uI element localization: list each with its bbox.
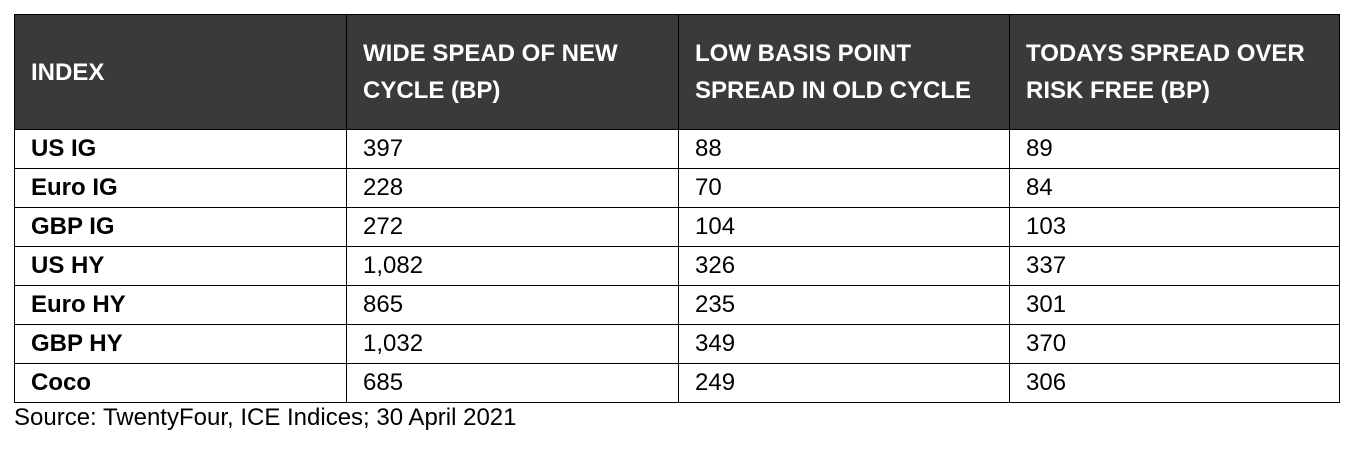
row-low-cell: 235 xyxy=(678,285,1010,325)
source-note: Source: TwentyFour, ICE Indices; 30 Apri… xyxy=(14,404,517,431)
row-low-cell: 249 xyxy=(678,363,1010,403)
table-row: Euro HY 865 235 301 xyxy=(14,285,1340,325)
row-low-cell: 88 xyxy=(678,129,1010,169)
row-wide-cell: 397 xyxy=(346,129,679,169)
row-today-cell: 103 xyxy=(1009,207,1340,247)
row-today-cell: 306 xyxy=(1009,363,1340,403)
row-wide-cell: 1,082 xyxy=(346,246,679,286)
row-low-cell: 104 xyxy=(678,207,1010,247)
row-today-cell: 84 xyxy=(1009,168,1340,208)
row-index-cell: Coco xyxy=(14,363,347,403)
row-index-cell: GBP HY xyxy=(14,324,347,364)
row-low-cell: 326 xyxy=(678,246,1010,286)
spread-table-container: INDEX WIDE SPEAD OF NEW CYCLE (BP) LOW B… xyxy=(14,14,1340,403)
row-index-cell: GBP IG xyxy=(14,207,347,247)
row-index-cell: Euro IG xyxy=(14,168,347,208)
row-low-cell: 70 xyxy=(678,168,1010,208)
row-today-cell: 337 xyxy=(1009,246,1340,286)
header-wide-spread: WIDE SPEAD OF NEW CYCLE (BP) xyxy=(346,14,679,130)
row-index-cell: Euro HY xyxy=(14,285,347,325)
row-low-cell: 349 xyxy=(678,324,1010,364)
table-row: US IG 397 88 89 xyxy=(14,129,1340,169)
row-wide-cell: 865 xyxy=(346,285,679,325)
header-todays-spread: TODAYS SPREAD OVER RISK FREE (BP) xyxy=(1009,14,1340,130)
header-row: INDEX WIDE SPEAD OF NEW CYCLE (BP) LOW B… xyxy=(14,14,1340,130)
header-index: INDEX xyxy=(14,14,347,130)
header-low-spread: LOW BASIS POINT SPREAD IN OLD CYCLE xyxy=(678,14,1010,130)
row-wide-cell: 272 xyxy=(346,207,679,247)
table-header: INDEX WIDE SPEAD OF NEW CYCLE (BP) LOW B… xyxy=(14,14,1340,130)
table-row: Euro IG 228 70 84 xyxy=(14,168,1340,208)
row-today-cell: 89 xyxy=(1009,129,1340,169)
table-body: US IG 397 88 89 Euro IG 228 70 84 GBP IG… xyxy=(14,129,1340,403)
row-today-cell: 301 xyxy=(1009,285,1340,325)
row-wide-cell: 228 xyxy=(346,168,679,208)
row-index-cell: US IG xyxy=(14,129,347,169)
row-index-cell: US HY xyxy=(14,246,347,286)
table-row: US HY 1,082 326 337 xyxy=(14,246,1340,286)
spread-table: INDEX WIDE SPEAD OF NEW CYCLE (BP) LOW B… xyxy=(14,14,1340,403)
row-wide-cell: 685 xyxy=(346,363,679,403)
table-row: GBP HY 1,032 349 370 xyxy=(14,324,1340,364)
row-today-cell: 370 xyxy=(1009,324,1340,364)
table-row: GBP IG 272 104 103 xyxy=(14,207,1340,247)
table-row: Coco 685 249 306 xyxy=(14,363,1340,403)
row-wide-cell: 1,032 xyxy=(346,324,679,364)
